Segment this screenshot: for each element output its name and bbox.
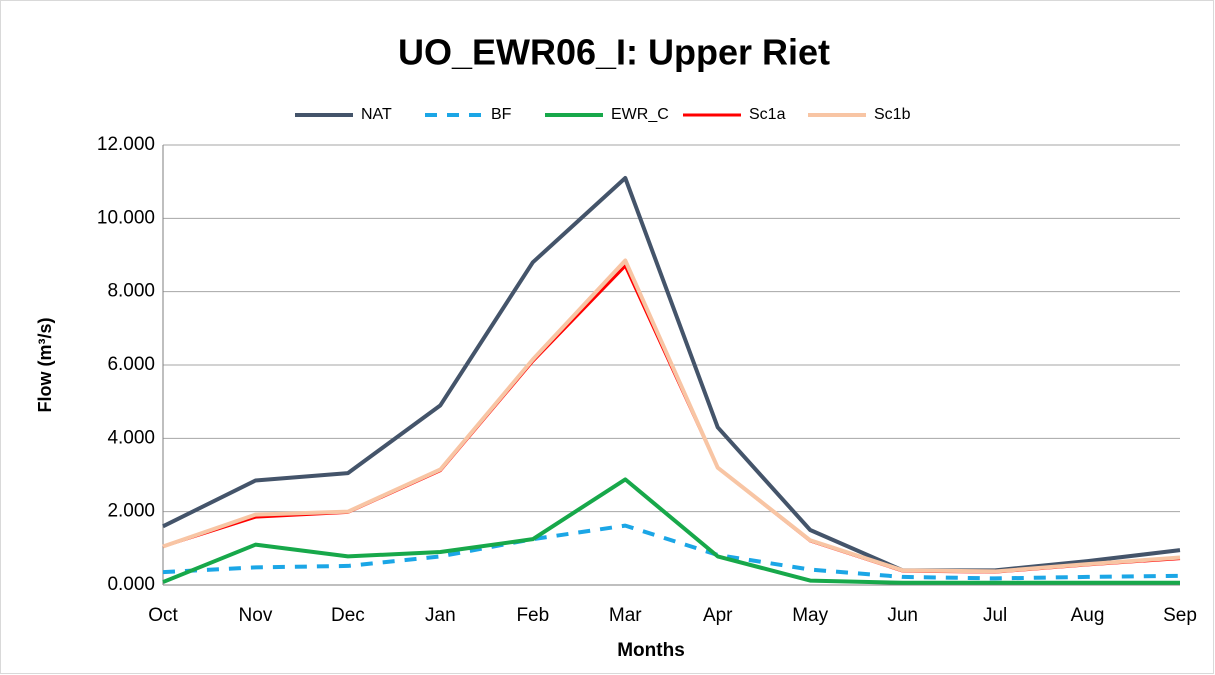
x-axis-label: Months	[617, 640, 685, 661]
x-tick-label: Aug	[1071, 605, 1105, 626]
x-tick-label: Jun	[887, 605, 918, 626]
y-tick-label: 4.000	[107, 427, 155, 448]
x-tick-label: May	[792, 605, 828, 626]
legend-label: Sc1a	[749, 106, 786, 123]
x-tick-label: Nov	[239, 605, 273, 626]
series-line	[162, 477, 1180, 585]
series-line	[162, 258, 1181, 574]
x-tick-label: Mar	[609, 605, 642, 626]
y-tick-label: 2.000	[107, 501, 155, 522]
series-line	[162, 523, 1181, 581]
y-tick-label: 12.000	[97, 134, 155, 155]
x-tick-label: Dec	[331, 605, 365, 626]
legend-label: BF	[491, 106, 512, 123]
x-tick-label: Feb	[516, 605, 549, 626]
y-tick-label: 0.000	[107, 574, 155, 595]
x-tick-label: Jan	[425, 605, 456, 626]
y-tick-label: 6.000	[107, 354, 155, 375]
x-tick-label: Jul	[983, 605, 1007, 626]
y-tick-label: 8.000	[107, 281, 155, 302]
chart-title: UO_EWR06_I: Upper Riet	[398, 32, 830, 73]
x-tick-label: Apr	[703, 605, 733, 626]
x-tick-label: Sep	[1163, 605, 1197, 626]
legend-label: Sc1b	[874, 106, 911, 123]
legend-label: EWR_C	[611, 106, 669, 123]
legend-label: NAT	[361, 106, 392, 123]
x-tick-label: Oct	[148, 605, 178, 626]
y-tick-label: 10.000	[97, 207, 155, 228]
y-axis-label: Flow (m³/s)	[35, 318, 55, 413]
